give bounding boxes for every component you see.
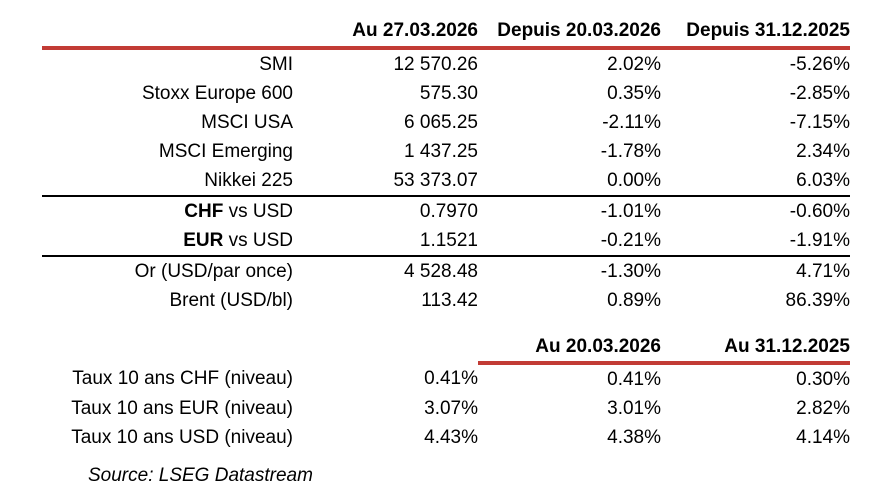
table-row-brent: Brent (USD/bl) 113.42 0.89% 86.39% (42, 286, 850, 315)
cell-change-ytd: -2.85% (789, 82, 850, 104)
table-row-stoxx: Stoxx Europe 600 575.30 0.35% -2.85% (42, 79, 850, 108)
cell-value: 12 570.26 (393, 53, 478, 75)
currency-code: EUR (183, 229, 224, 251)
table-row-chf-usd: CHF vs USD 0.7970 -1.01% -0.60% (42, 196, 850, 226)
cell-change-ytd: -1.91% (661, 226, 850, 257)
table-row-smi: SMI 12 570.26 2.02% -5.26% (42, 48, 850, 79)
cell-change-ytd: 6.03% (661, 166, 850, 197)
cell-value: 1.1521 (293, 226, 478, 257)
source-note: Source: LSEG Datastream (88, 465, 313, 486)
row-label: CHF vs USD (42, 196, 293, 226)
cell-prev-week: 0.41% (607, 368, 661, 390)
cell-prev-week: 3.01% (607, 397, 661, 419)
cell-change-week: -1.01% (600, 200, 661, 222)
cell-change-week: 0.00% (478, 166, 661, 197)
row-label: SMI (259, 53, 293, 75)
table-row-msci-emerging: MSCI Emerging 1 437.25 -1.78% 2.34% (42, 137, 850, 166)
table-row-gold: Or (USD/par once) 4 528.48 -1.30% 4.71% (42, 256, 850, 286)
row-label: MSCI Emerging (158, 140, 293, 162)
table-row-msci-usa: MSCI USA 6 065.25 -2.11% -7.15% (42, 108, 850, 137)
table-row-eur-usd: EUR vs USD 1.1521 -0.21% -1.91% (42, 226, 850, 257)
cell-value: 4 528.48 (404, 260, 478, 282)
row-label: Brent (USD/bl) (169, 289, 293, 311)
cell-change-ytd: 4.71% (796, 260, 850, 282)
cell-value: 113.42 (421, 289, 478, 311)
cell-value: 0.7970 (419, 200, 478, 222)
markets-header-row: Au 27.03.2026 Depuis 20.03.2026 Depuis 3… (42, 16, 850, 50)
cell-value: 6 065.25 (404, 111, 478, 133)
corner-cell (42, 16, 293, 50)
row-label: MSCI USA (201, 111, 293, 133)
header-since-week: Depuis 20.03.2026 (478, 16, 661, 50)
row-label: Or (USD/par once) (134, 260, 293, 282)
currency-code: CHF (184, 200, 224, 222)
cell-value: 4.43% (424, 426, 478, 448)
cell-change-ytd: -0.60% (789, 200, 850, 222)
rates-table: Au 20.03.2026 Au 31.12.2025 Taux 10 ans … (42, 333, 850, 452)
cell-change-ytd: -5.26% (789, 53, 850, 75)
cell-change-ytd: 2.34% (796, 140, 850, 162)
cell-change-week: 0.35% (607, 82, 661, 104)
cell-prev-year-end: 4.14% (796, 426, 850, 448)
markets-table: Au 27.03.2026 Depuis 20.03.2026 Depuis 3… (42, 16, 850, 315)
cell-prev-year-end: 2.82% (796, 397, 850, 419)
header-prev-year-end-date: Au 31.12.2025 (661, 333, 850, 365)
row-label: EUR vs USD (42, 226, 293, 257)
header-as-of-date: Au 27.03.2026 (293, 16, 478, 50)
table-row-rate-usd: Taux 10 ans USD (niveau) 4.43% 4.38% 4.1… (42, 423, 850, 452)
table-row-rate-chf: Taux 10 ans CHF (niveau) 0.41% 0.41% 0.3… (42, 363, 850, 394)
row-label: Nikkei 225 (42, 166, 293, 197)
cell-change-week: -0.21% (478, 226, 661, 257)
cell-change-week: 2.02% (607, 53, 661, 75)
cell-change-week: -1.30% (600, 260, 661, 282)
table-row-rate-eur: Taux 10 ans EUR (niveau) 3.07% 3.01% 2.8… (42, 394, 850, 423)
row-label: Taux 10 ans EUR (niveau) (71, 397, 293, 419)
corner-cell (42, 333, 293, 363)
cell-change-week: 0.89% (607, 289, 661, 311)
cell-value: 3.07% (424, 397, 478, 419)
header-prev-week-date: Au 20.03.2026 (478, 333, 661, 365)
row-label-suffix: vs USD (223, 200, 293, 222)
cell-change-week: -1.78% (600, 140, 661, 162)
row-label-suffix: vs USD (223, 229, 293, 251)
header-since-year-end: Depuis 31.12.2025 (661, 16, 850, 50)
row-label: Taux 10 ans CHF (niveau) (72, 367, 293, 389)
table-row-nikkei: Nikkei 225 53 373.07 0.00% 6.03% (42, 166, 850, 197)
row-label: Taux 10 ans USD (niveau) (71, 426, 293, 448)
cell-change-ytd: -7.15% (789, 111, 850, 133)
row-label: Stoxx Europe 600 (141, 82, 293, 104)
cell-value: 575.30 (419, 82, 478, 104)
rates-header-row: Au 20.03.2026 Au 31.12.2025 (42, 333, 850, 365)
cell-value: 1 437.25 (404, 140, 478, 162)
cell-prev-year-end: 0.30% (796, 368, 850, 390)
cell-prev-week: 4.38% (607, 426, 661, 448)
cell-change-ytd: 86.39% (785, 289, 850, 311)
empty-cell (293, 333, 478, 363)
cell-change-week: -2.11% (602, 111, 661, 133)
cell-value: 53 373.07 (293, 166, 478, 197)
cell-value: 0.41% (424, 367, 478, 389)
